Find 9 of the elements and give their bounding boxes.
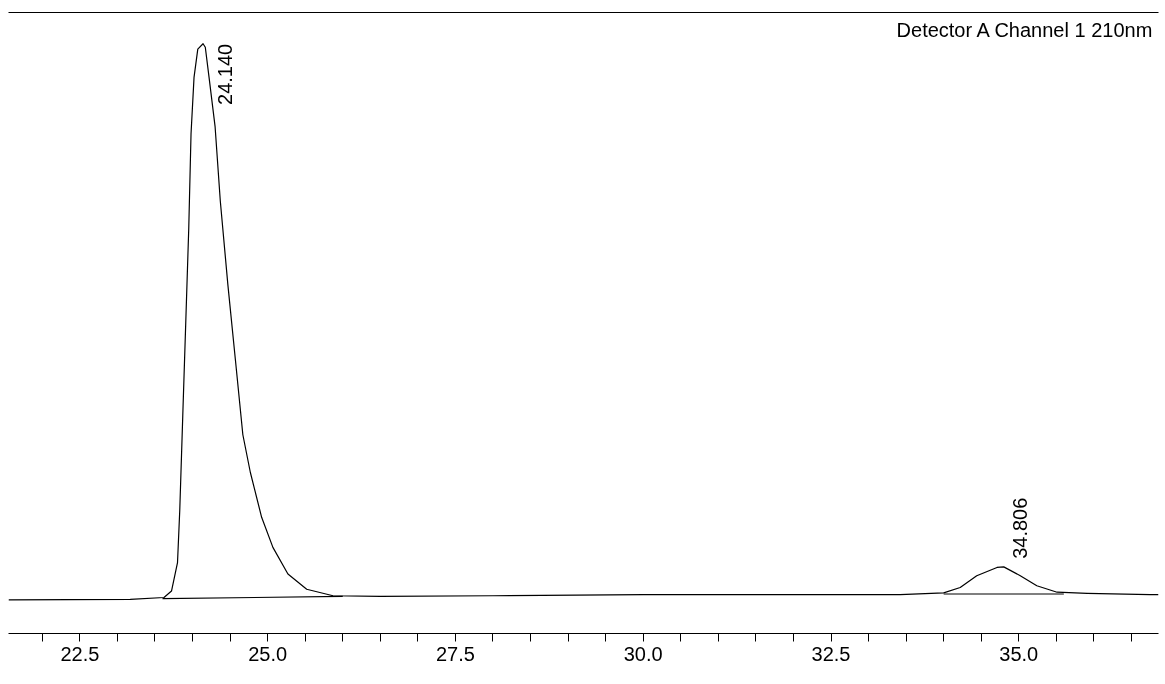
x-tick-label: 35.0 bbox=[999, 642, 1039, 665]
x-tick-label: 25.0 bbox=[248, 642, 288, 665]
x-tick-label: 32.5 bbox=[811, 642, 851, 665]
annotation: 24.140 bbox=[214, 43, 237, 105]
x-tick-label: 30.0 bbox=[623, 642, 663, 665]
text: Detector A Channel 1 210nm bbox=[896, 18, 1153, 41]
x-tick-label: 27.5 bbox=[435, 642, 475, 665]
annotation: 34.806 bbox=[1009, 497, 1032, 559]
x-tick-label: 22.5 bbox=[60, 642, 100, 665]
